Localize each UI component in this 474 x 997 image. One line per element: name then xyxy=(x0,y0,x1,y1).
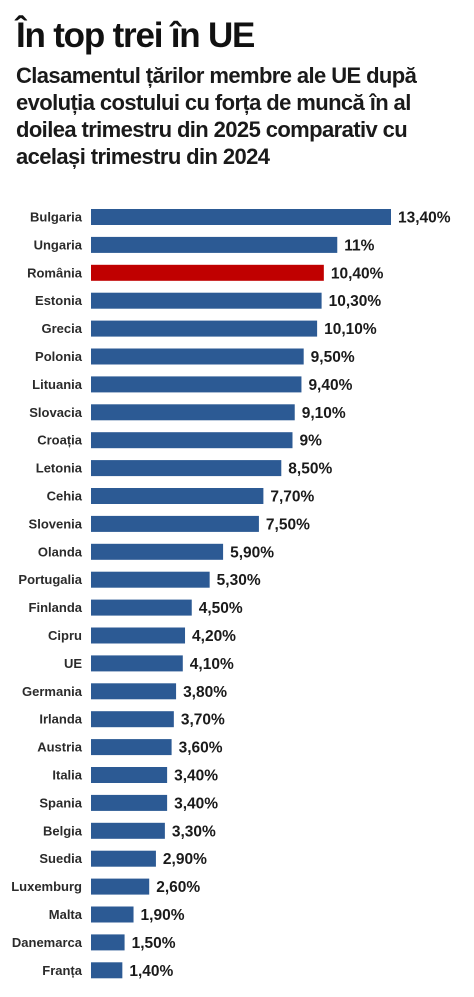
bar-slovenia xyxy=(91,515,259,532)
bar-belgia xyxy=(91,822,165,839)
value-label-cipru: 4,20% xyxy=(192,628,236,645)
category-label-danemarca: Danemarca xyxy=(12,935,83,950)
category-label-suedia: Suedia xyxy=(39,851,82,866)
bar-polonia xyxy=(91,348,304,365)
bar-danemarca xyxy=(91,934,125,951)
bar-cehia xyxy=(91,488,264,504)
category-label-croatia: Croația xyxy=(37,433,83,448)
chart-title: În top trei în UE xyxy=(16,16,255,55)
bar-cipru xyxy=(91,627,186,644)
bar-irlanda xyxy=(91,711,174,728)
bar-lituania xyxy=(91,376,302,393)
bar-franta xyxy=(91,962,123,979)
value-label-croatia: 9% xyxy=(299,433,322,450)
value-label-suedia: 2,90% xyxy=(163,851,207,868)
category-label-malta: Malta xyxy=(49,907,83,922)
category-label-slovenia: Slovenia xyxy=(29,516,83,531)
bar-croatia xyxy=(91,432,293,449)
value-label-romania: 10,40% xyxy=(331,265,384,282)
bar-romania xyxy=(91,264,324,281)
value-label-estonia: 10,30% xyxy=(329,293,382,310)
value-label-ungaria: 11% xyxy=(344,237,374,254)
value-label-austria: 3,60% xyxy=(179,740,223,757)
value-label-irlanda: 3,70% xyxy=(181,712,225,729)
category-label-ue: UE xyxy=(64,656,82,671)
category-label-lituania: Lituania xyxy=(32,377,83,392)
value-label-danemarca: 1,50% xyxy=(132,935,176,952)
bar-slovacia xyxy=(91,404,295,421)
bar-finlanda xyxy=(91,599,192,616)
value-label-bulgaria: 13,40% xyxy=(398,210,451,227)
category-label-grecia: Grecia xyxy=(42,321,83,336)
category-label-irlanda: Irlanda xyxy=(39,712,82,727)
category-label-finlanda: Finlanda xyxy=(29,600,83,615)
category-label-spania: Spania xyxy=(39,795,82,810)
category-label-portugalia: Portugalia xyxy=(18,572,82,587)
value-label-portugalia: 5,30% xyxy=(217,572,261,589)
bar-grecia xyxy=(91,320,318,337)
category-label-ungaria: Ungaria xyxy=(34,237,83,252)
category-label-cehia: Cehia xyxy=(47,489,83,504)
category-label-slovacia: Slovacia xyxy=(29,405,83,420)
bar-ue xyxy=(91,655,183,672)
category-label-austria: Austria xyxy=(37,740,83,755)
bar-suedia xyxy=(91,850,156,867)
category-label-polonia: Polonia xyxy=(35,349,83,364)
bar-ungaria xyxy=(91,236,338,253)
bar-letonia xyxy=(91,460,282,477)
value-label-italia: 3,40% xyxy=(174,768,218,785)
bar-germania xyxy=(91,683,177,700)
chart-subtitle: Clasamentul țărilor membre ale UE după e… xyxy=(16,63,417,169)
bar-luxemburg xyxy=(91,878,150,895)
bar-malta xyxy=(91,906,134,923)
value-label-polonia: 9,50% xyxy=(311,349,355,366)
value-label-slovenia: 7,50% xyxy=(266,516,310,533)
category-label-letonia: Letonia xyxy=(36,461,83,476)
value-label-cehia: 7,70% xyxy=(270,489,314,506)
bar-spania xyxy=(91,794,168,811)
value-label-olanda: 5,90% xyxy=(230,544,274,561)
category-label-luxemburg: Luxemburg xyxy=(11,879,82,894)
value-label-lituania: 9,40% xyxy=(308,377,352,394)
category-label-germania: Germania xyxy=(22,684,83,699)
value-label-belgia: 3,30% xyxy=(172,823,216,840)
bar-estonia xyxy=(91,292,322,309)
bar-austria xyxy=(91,739,172,756)
bar-olanda xyxy=(91,543,224,560)
value-label-finlanda: 4,50% xyxy=(199,600,243,617)
category-label-franta: Franța xyxy=(42,963,83,978)
value-label-letonia: 8,50% xyxy=(288,461,332,478)
category-label-italia: Italia xyxy=(52,768,82,783)
value-label-grecia: 10,10% xyxy=(324,321,377,338)
value-label-franta: 1,40% xyxy=(129,963,173,980)
value-label-germania: 3,80% xyxy=(183,684,227,701)
value-label-spania: 3,40% xyxy=(174,795,218,812)
category-label-olanda: Olanda xyxy=(38,544,83,559)
value-label-malta: 1,90% xyxy=(141,907,185,924)
value-label-slovacia: 9,10% xyxy=(302,405,346,422)
category-label-estonia: Estonia xyxy=(35,293,83,308)
value-label-luxemburg: 2,60% xyxy=(156,879,200,896)
category-label-cipru: Cipru xyxy=(48,628,82,643)
category-label-bulgaria: Bulgaria xyxy=(30,210,83,225)
bar-portugalia xyxy=(91,571,210,588)
category-label-belgia: Belgia xyxy=(43,823,83,838)
bar-italia xyxy=(91,767,168,783)
bar-bulgaria xyxy=(91,209,391,225)
value-label-ue: 4,10% xyxy=(190,656,234,673)
category-label-romania: România xyxy=(27,265,83,280)
